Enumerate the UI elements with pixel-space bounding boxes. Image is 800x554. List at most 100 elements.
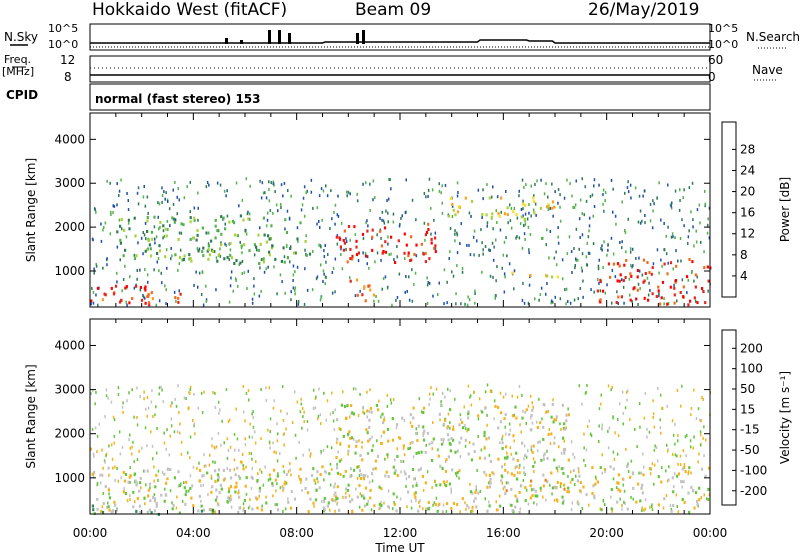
power-noise-cell	[92, 290, 95, 294]
power-noise-cell	[316, 275, 319, 279]
velocity-noise-cell	[677, 510, 680, 514]
velocity-echo-cell	[362, 494, 365, 498]
power-noise-cell	[158, 299, 161, 303]
power-noise-cell	[398, 224, 401, 228]
power-noise-cell	[602, 188, 605, 192]
velocity-noise-cell	[584, 464, 587, 467]
power-noise-cell	[142, 231, 144, 234]
velocity-noise-cell	[473, 390, 475, 394]
velocity-echo-cell	[211, 485, 214, 489]
velocity-echo-cell	[600, 508, 603, 512]
power-noise-cell	[387, 285, 389, 289]
power-noise-cell	[116, 182, 118, 186]
velocity-echo-cell	[487, 436, 491, 440]
power-noise-cell	[165, 248, 168, 252]
power-noise-cell	[411, 268, 413, 272]
power-noise-cell	[217, 229, 220, 233]
velocity-echo-cell	[349, 436, 352, 440]
velocity-noise-cell	[121, 445, 124, 449]
power-noise-cell	[319, 298, 322, 302]
velocity-noise-cell	[656, 459, 659, 463]
velocity-noise-cell	[164, 487, 166, 491]
power-noise-cell	[245, 177, 248, 181]
velocity-echo-cell	[411, 440, 414, 444]
velocity-noise-cell	[506, 451, 508, 455]
velocity-noise-cell	[228, 418, 231, 422]
power-noise-cell	[466, 243, 468, 247]
power-noise-cell	[437, 293, 439, 296]
power-noise-cell	[602, 266, 604, 269]
power-echo-cell	[149, 254, 153, 258]
power-echo-cell	[144, 285, 147, 289]
power-echo-cell	[349, 247, 352, 251]
power-echo-cell	[101, 298, 104, 302]
velocity-echo-cell	[338, 459, 341, 463]
power-echo-cell	[133, 257, 137, 261]
velocity-noise-cell	[203, 464, 206, 468]
power-noise-cell	[345, 240, 348, 244]
velocity-noise-cell	[162, 400, 165, 404]
velocity-noise-cell	[347, 452, 349, 456]
velocity-echo-cell	[366, 409, 369, 413]
velocity-noise-cell	[493, 399, 496, 403]
velocity-noise-cell	[459, 510, 461, 514]
velocity-echo-cell	[551, 403, 554, 406]
velocity-echo-cell	[360, 494, 363, 498]
velocity-echo-cell	[169, 468, 172, 471]
power-noise-cell	[528, 283, 531, 287]
velocity-noise-cell	[154, 413, 156, 417]
power-noise-cell	[675, 249, 677, 253]
velocity-echo-cell	[147, 494, 150, 498]
power-echo-cell	[369, 288, 372, 292]
velocity-noise-cell	[405, 485, 407, 488]
velocity-echo-cell	[446, 425, 450, 429]
power-noise-cell	[496, 265, 498, 269]
velocity-noise-cell	[210, 474, 213, 478]
velocity-noise-cell	[101, 505, 104, 509]
power-echo-cell	[165, 234, 168, 238]
velocity-echo-cell	[104, 485, 107, 488]
power-noise-cell	[294, 292, 296, 296]
power-noise-cell	[699, 221, 701, 225]
velocity-echo-cell	[350, 404, 353, 408]
power-echo-cell	[415, 243, 418, 247]
velocity-echo-cell	[351, 436, 354, 440]
velocity-echo-cell	[553, 441, 556, 445]
velocity-noise-cell	[651, 462, 654, 466]
power-echo-cell	[342, 248, 345, 252]
power-echo-cell	[122, 254, 125, 258]
velocity-noise-cell	[558, 465, 560, 469]
velocity-noise-cell	[432, 392, 434, 396]
power-noise-cell	[682, 196, 684, 200]
power-noise-cell	[292, 273, 295, 277]
power-noise-cell	[127, 221, 130, 225]
power-noise-cell	[112, 211, 114, 215]
power-echo-cell	[235, 259, 238, 262]
velocity-echo-cell	[333, 485, 336, 489]
power-echo-cell	[207, 257, 210, 261]
velocity-echo-cell	[423, 429, 426, 433]
velocity-echo-cell	[423, 438, 426, 442]
power-noise-cell	[686, 291, 688, 295]
power-noise-cell	[467, 295, 469, 299]
velocity-echo-cell	[483, 470, 486, 474]
velocity-echo-cell	[707, 487, 710, 491]
power-noise-cell	[193, 206, 196, 210]
velocity-noise-cell	[692, 446, 694, 450]
power-noise-cell	[160, 271, 162, 275]
velocity-noise-cell	[505, 432, 507, 436]
velocity-echo-cell	[184, 493, 187, 497]
velocity-noise-cell	[280, 409, 282, 413]
velocity-noise-cell	[131, 388, 133, 392]
velocity-noise-cell	[585, 390, 587, 394]
velocity-noise-cell	[332, 419, 335, 423]
velocity-echo-cell	[693, 506, 696, 510]
power-noise-cell	[553, 256, 556, 260]
velocity-noise-cell	[415, 427, 418, 431]
velocity-echo-cell	[378, 485, 381, 489]
power-noise-cell	[518, 236, 521, 240]
power-noise-cell	[189, 210, 191, 214]
velocity-noise-cell	[394, 458, 396, 462]
velocity-noise-cell	[621, 477, 624, 481]
power-echo-cell	[452, 208, 455, 212]
